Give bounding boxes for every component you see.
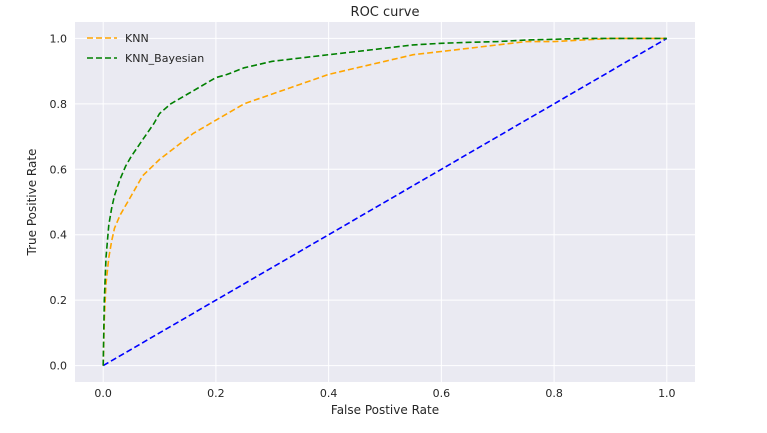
x-tick-label: 0.8 xyxy=(545,387,563,400)
x-tick-label: 0.6 xyxy=(433,387,451,400)
x-tick-label: 1.0 xyxy=(658,387,676,400)
series-line-knn xyxy=(102,37,667,366)
series-line-chance xyxy=(102,37,668,367)
chart-title: ROC curve xyxy=(351,5,420,20)
series-lines xyxy=(102,37,668,367)
x-axis-title: False Postive Rate xyxy=(331,403,439,417)
x-tick-label: 0.2 xyxy=(207,387,225,400)
legend-label: KNN_Bayesian xyxy=(125,52,204,65)
y-tick-label: 0.0 xyxy=(50,360,68,373)
legend: KNN KNN_Bayesian xyxy=(87,32,204,65)
x-tick-label: 0.0 xyxy=(94,387,112,400)
y-tick-label: 0.4 xyxy=(50,229,68,242)
y-axis-title: True Positive Rate xyxy=(25,149,39,257)
y-tick-label: 0.6 xyxy=(50,163,68,176)
series-line-knn-bayesian xyxy=(102,37,667,366)
y-tick-label: 1.0 xyxy=(50,32,68,45)
tick-labels: 0.0 0.2 0.4 0.6 0.8 1.0 0.0 0.2 0.4 0.6 0.8 1.0 xyxy=(50,32,676,400)
grid-lines xyxy=(75,22,695,382)
y-tick-label: 0.2 xyxy=(50,294,68,307)
x-tick-label: 0.4 xyxy=(320,387,338,400)
legend-label: KNN xyxy=(125,32,149,45)
y-tick-label: 0.8 xyxy=(50,98,68,111)
